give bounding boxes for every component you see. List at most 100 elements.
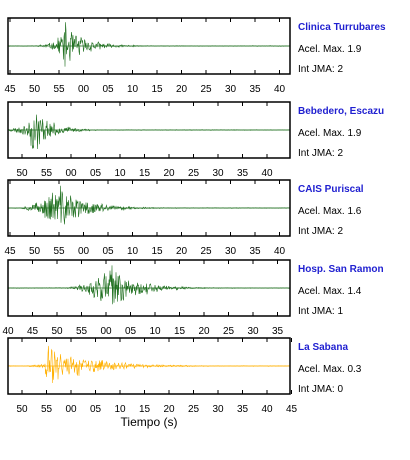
jma-intensity-label: Int JMA: — [298, 384, 335, 395]
tick-label: 55 — [41, 404, 53, 415]
tick-label: 10 — [114, 404, 126, 415]
waveform-trace — [7, 114, 290, 150]
tick-label: 15 — [151, 84, 163, 95]
jma-intensity-label: Int JMA: — [298, 306, 335, 317]
jma-intensity-value: 2 — [337, 64, 344, 75]
tick-label: 55 — [53, 246, 65, 257]
station-name: Clinica Turrubares — [298, 22, 386, 33]
tick-label: 50 — [29, 84, 41, 95]
tick-label: 35 — [237, 168, 249, 179]
tick-label: 00 — [78, 84, 90, 95]
tick-label: 15 — [151, 246, 163, 257]
tick-label: 30 — [225, 84, 237, 95]
tick-label: 15 — [139, 404, 151, 415]
tick-label: 50 — [16, 168, 28, 179]
tick-label: 15 — [174, 326, 186, 337]
tick-label: 25 — [223, 326, 235, 337]
peak-acceleration-label: Acel. Max. — [298, 44, 345, 55]
waveform-trace — [7, 345, 291, 384]
peak-acceleration-value: 1.9 — [347, 44, 362, 55]
peak-acceleration-label: Acel. Max. — [298, 128, 345, 139]
tick-label: 00 — [65, 404, 77, 415]
tick-label: 45 — [4, 84, 16, 95]
tick-label: 50 — [29, 246, 41, 257]
panel-3: 45 50 55 00 05 10 15 20 25 30 35 40 — [4, 179, 291, 257]
tick-label: 30 — [212, 404, 224, 415]
tick-label: 15 — [139, 168, 151, 179]
panel-frame — [7, 179, 291, 237]
tick-label: 10 — [114, 168, 126, 179]
tick-label: 45 — [4, 246, 16, 257]
jma-intensity-value: 2 — [337, 148, 344, 159]
waveform-trace — [8, 22, 291, 67]
jma-intensity: Int JMA: 2 — [298, 226, 343, 237]
peak-acceleration-value: 0.3 — [347, 364, 362, 375]
station-name: Bebedero, Escazu — [298, 106, 385, 117]
panel-1: 45 50 55 00 05 10 15 20 25 30 35 40 — [4, 17, 291, 95]
peak-acceleration-label: Acel. Max. — [298, 286, 345, 297]
tick-label: 10 — [149, 326, 161, 337]
jma-intensity-value: 1 — [337, 306, 344, 317]
tick-label: 30 — [247, 326, 259, 337]
panel-5: 50 55 00 05 10 15 20 25 30 35 40 45 — [7, 337, 298, 415]
peak-acceleration: Acel. Max. 1.9 — [298, 128, 361, 139]
peak-acceleration-value: 1.6 — [347, 206, 362, 217]
station-name: CAIS Puriscal — [298, 184, 364, 195]
tick-label: 20 — [176, 84, 188, 95]
tick-label: 35 — [249, 84, 261, 95]
jma-intensity: Int JMA: 2 — [298, 148, 343, 159]
panel-frame — [7, 17, 291, 75]
jma-intensity: Int JMA: 2 — [298, 64, 343, 75]
peak-acceleration: Acel. Max. 1.6 — [298, 206, 361, 217]
waveform-trace — [7, 265, 291, 305]
tick-label: 55 — [41, 168, 53, 179]
jma-intensity: Int JMA: 1 — [298, 306, 343, 317]
tick-label: 05 — [125, 326, 137, 337]
jma-intensity: Int JMA: 0 — [298, 384, 343, 395]
peak-acceleration: Acel. Max. 1.9 — [298, 44, 361, 55]
tick-label: 30 — [212, 168, 224, 179]
tick-label: 40 — [274, 84, 286, 95]
tick-label: 55 — [53, 84, 65, 95]
peak-acceleration-value: 1.4 — [347, 286, 362, 297]
tick-label: 25 — [200, 84, 212, 95]
panel-frame — [7, 337, 291, 395]
jma-intensity-label: Int JMA: — [298, 148, 335, 159]
tick-label: 00 — [100, 326, 112, 337]
x-axis-label: Tiempo (s) — [120, 415, 178, 429]
tick-label: 20 — [163, 404, 175, 415]
jma-intensity-label: Int JMA: — [298, 226, 335, 237]
waveform-trace — [8, 185, 291, 225]
panel-4: 40 45 50 55 00 05 10 15 20 25 30 35 — [2, 259, 291, 337]
tick-label: 50 — [51, 326, 63, 337]
tick-label: 00 — [65, 168, 77, 179]
panel-2: 50 55 00 05 10 15 20 25 30 35 40 — [7, 101, 291, 179]
tick-label: 35 — [237, 404, 249, 415]
station-name: La Sabana — [298, 342, 349, 353]
tick-label: 05 — [102, 246, 114, 257]
panel-frame — [7, 259, 291, 317]
tick-label: 35 — [249, 246, 261, 257]
jma-intensity-value: 0 — [337, 384, 344, 395]
peak-acceleration: Acel. Max. 0.3 — [298, 364, 361, 375]
tick-label: 25 — [188, 168, 200, 179]
tick-label: 05 — [90, 168, 102, 179]
tick-label: 10 — [127, 84, 139, 95]
jma-intensity-value: 2 — [337, 226, 344, 237]
tick-label: 20 — [198, 326, 210, 337]
tick-label: 40 — [261, 168, 273, 179]
jma-intensity-label: Int JMA: — [298, 64, 335, 75]
tick-label: 00 — [78, 246, 90, 257]
tick-label: 25 — [200, 246, 212, 257]
tick-label: 45 — [27, 326, 39, 337]
tick-label: 45 — [286, 404, 298, 415]
tick-label: 25 — [188, 404, 200, 415]
tick-label: 20 — [176, 246, 188, 257]
tick-label: 40 — [261, 404, 273, 415]
station-name: Hosp. San Ramon — [298, 264, 384, 275]
tick-label: 40 — [274, 246, 286, 257]
peak-acceleration-value: 1.9 — [347, 128, 362, 139]
tick-label: 35 — [272, 326, 284, 337]
tick-label: 30 — [225, 246, 237, 257]
